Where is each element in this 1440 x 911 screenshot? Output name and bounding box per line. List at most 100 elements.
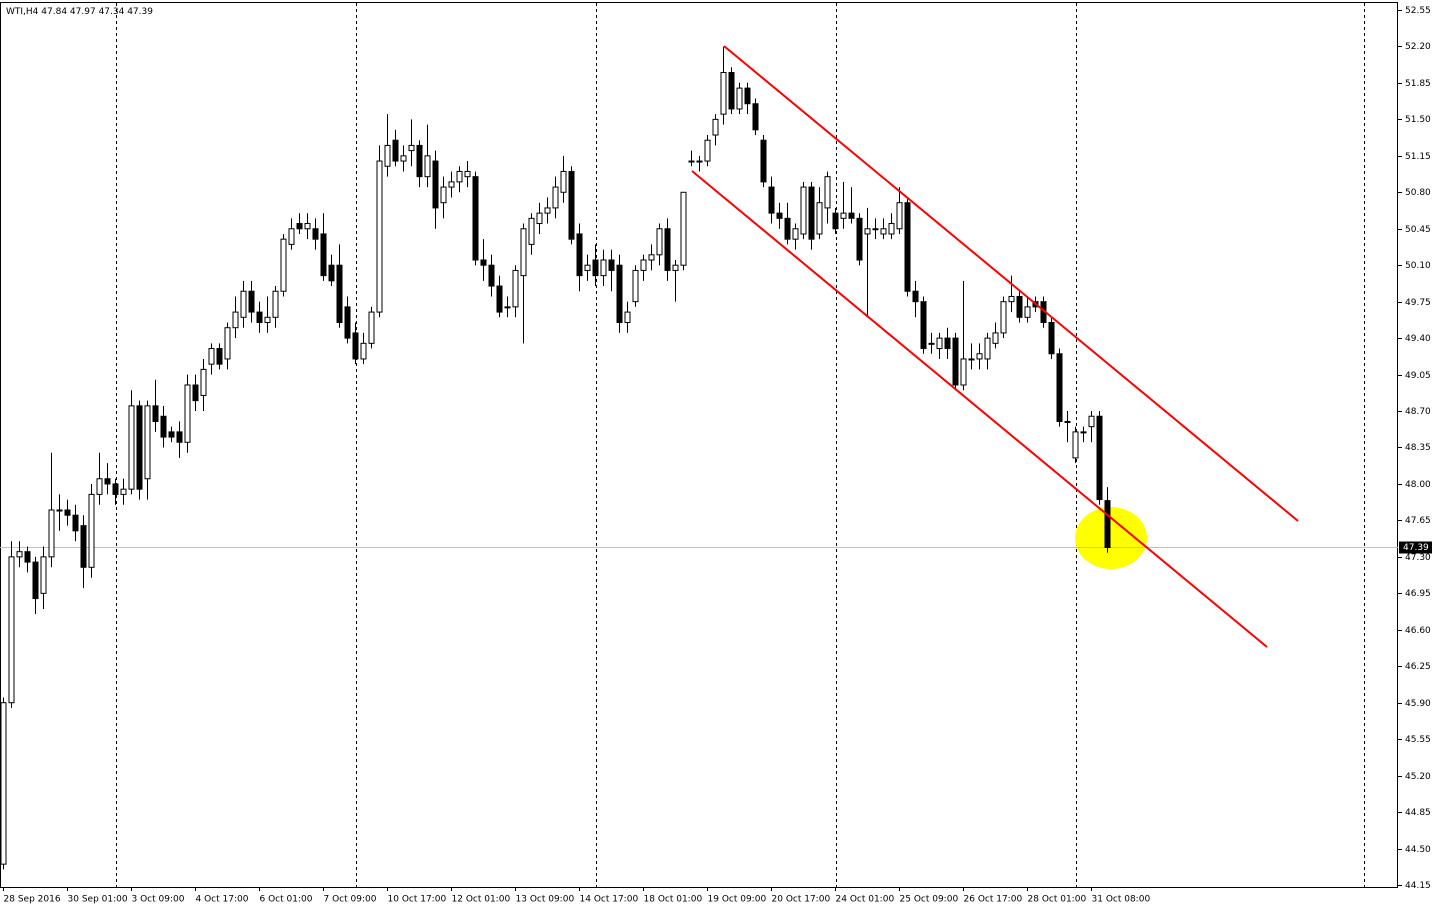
candle-body <box>864 228 871 235</box>
candle-body <box>88 493 95 568</box>
candle-body <box>688 160 695 163</box>
candle-body <box>792 228 799 240</box>
candle-body <box>1056 353 1063 422</box>
candle-body <box>160 415 167 438</box>
candle-body <box>528 217 535 245</box>
candle-body <box>176 431 183 443</box>
candle-body <box>808 186 815 240</box>
candle-body <box>296 223 303 230</box>
candle-body <box>632 269 639 303</box>
header-close: 47.39 <box>127 7 153 17</box>
header-high: 47.97 <box>70 7 96 17</box>
candle-body <box>944 337 951 350</box>
candle-body <box>744 87 751 105</box>
candle-body <box>904 202 911 292</box>
candle-body <box>328 264 335 282</box>
candle-body <box>920 301 927 350</box>
candle-body <box>760 139 767 183</box>
price-label: 47.39 <box>1403 543 1429 553</box>
candle-body <box>400 155 407 162</box>
candle-body <box>968 358 975 361</box>
candle-body <box>1000 301 1007 334</box>
candle-body <box>448 181 455 188</box>
y-tick-label: 49.40 <box>1405 334 1431 344</box>
candle-body <box>568 170 575 240</box>
y-tick-label: 45.20 <box>1405 772 1431 782</box>
y-tick-label: 50.80 <box>1405 188 1431 198</box>
y-tick-label: 47.65 <box>1405 516 1431 526</box>
candle-body <box>288 228 295 245</box>
chart-header: WTI,H4 47.84 47.97 47.34 47.39 <box>6 7 153 17</box>
channel-upper <box>723 45 1299 522</box>
candle-body <box>936 337 943 350</box>
x-tick-label: 28 Sep 2016 <box>4 895 61 905</box>
y-tick-label: 46.25 <box>1405 662 1431 672</box>
y-tick-label: 48.00 <box>1405 480 1431 490</box>
candle-body <box>1048 322 1055 355</box>
candle-body <box>200 368 207 396</box>
y-tick-label: 47.30 <box>1405 553 1431 563</box>
y-tick-label: 44.50 <box>1405 845 1431 855</box>
candle-body <box>456 170 463 183</box>
candle-body <box>344 306 351 339</box>
candle-body <box>472 176 479 261</box>
candle-body <box>1080 431 1087 434</box>
y-tick-label: 49.05 <box>1405 371 1431 381</box>
y-tick-label: 52.55 <box>1405 6 1431 16</box>
x-tick-label: 12 Oct 01:00 <box>452 895 511 905</box>
x-tick-label: 10 Oct 17:00 <box>388 895 447 905</box>
y-tick-label: 45.90 <box>1405 699 1431 709</box>
trend-channel <box>691 45 1299 648</box>
y-tick-label: 48.70 <box>1405 407 1431 417</box>
candle-body <box>664 228 671 271</box>
candle-body <box>912 290 919 303</box>
candle-body <box>1072 431 1079 459</box>
candle-body <box>376 160 383 313</box>
header-open: 47.84 <box>41 7 67 17</box>
x-tick-label: 30 Sep 01:00 <box>68 895 128 905</box>
candle-body <box>392 139 399 162</box>
x-tick-label: 18 Oct 01:00 <box>644 895 703 905</box>
candle-body <box>440 186 447 204</box>
candle-body <box>1008 295 1015 303</box>
candle-body <box>672 264 679 271</box>
candle-body <box>304 223 311 230</box>
candle-body <box>264 316 271 323</box>
candle-body <box>32 561 39 600</box>
candle-body <box>432 160 439 209</box>
candle-body <box>824 176 831 209</box>
y-tick-label: 51.50 <box>1405 115 1431 125</box>
x-tick-label: 3 Oct 09:00 <box>132 895 185 905</box>
candle-body <box>888 223 895 235</box>
candle-body <box>144 405 151 480</box>
candle-body <box>416 144 423 178</box>
candle-body <box>336 264 343 324</box>
candle-body <box>600 259 607 277</box>
chart-title: WTI,H4 <box>6 7 39 17</box>
candle-body <box>112 483 119 495</box>
candle-body <box>584 264 591 271</box>
y-tick-label: 48.35 <box>1405 443 1431 453</box>
candle-body <box>712 118 719 136</box>
y-tick-label: 46.95 <box>1405 589 1431 599</box>
candle-body <box>1104 500 1111 548</box>
candle-body <box>320 233 327 277</box>
candle-body <box>240 290 247 318</box>
candle-body <box>480 259 487 266</box>
candle-body <box>992 332 999 344</box>
x-tick-label: 7 Oct 09:00 <box>324 895 377 905</box>
candle-body <box>704 139 711 162</box>
candle-body <box>608 259 615 271</box>
candle-body <box>848 212 855 219</box>
candle-body <box>496 285 503 313</box>
candle-body <box>576 233 583 277</box>
x-tick-label: 24 Oct 01:00 <box>836 895 895 905</box>
y-tick-label: 51.85 <box>1405 79 1431 89</box>
y-tick-label: 50.45 <box>1405 225 1431 235</box>
candle-body <box>872 228 879 231</box>
candle-body <box>544 207 551 214</box>
candle-body <box>16 551 23 558</box>
candle-body <box>840 212 847 219</box>
candle-body <box>640 259 647 271</box>
